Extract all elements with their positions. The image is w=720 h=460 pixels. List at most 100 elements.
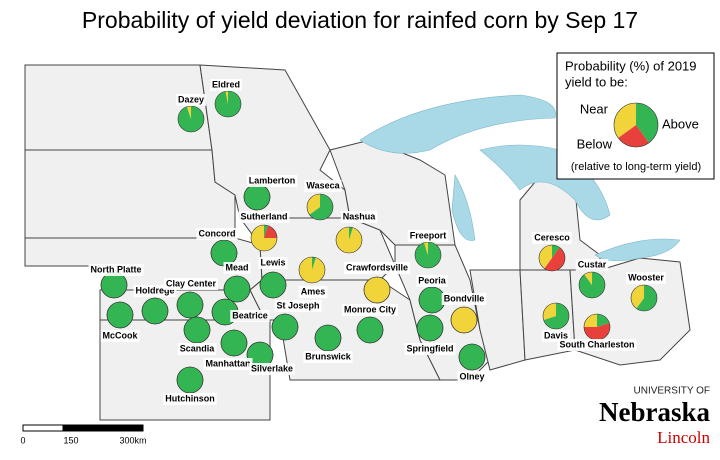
pie-slice (335, 227, 362, 254)
site-label-bg (303, 351, 353, 363)
pie-slice (544, 247, 565, 271)
pie-slice (631, 285, 644, 309)
pie-outline (538, 244, 566, 272)
site-label-bg (223, 262, 251, 274)
site-label: St Joseph (276, 300, 319, 310)
site-label-bg (441, 293, 487, 305)
site-label: Lamberton (249, 175, 296, 185)
site-label-bg (407, 230, 449, 242)
pie-outline (259, 271, 287, 299)
site-label-bg (404, 343, 456, 355)
lake (359, 94, 556, 154)
pie-outline (356, 316, 384, 344)
site-label-bg (258, 257, 288, 269)
pie-outline (176, 291, 204, 319)
site-label-bg (246, 175, 298, 187)
site-label-bg (416, 275, 448, 287)
site-label: Wooster (628, 272, 664, 282)
site-label-bg (298, 286, 328, 298)
pie-outline (250, 224, 278, 252)
scale-bar: 0 150 300km (20, 424, 147, 445)
site-label-bg (230, 310, 270, 322)
legend-title: Probability (%) of 2019 (565, 58, 697, 73)
legend-title: yield to be: (565, 74, 628, 89)
pie-slice (214, 91, 241, 118)
site-label-bg (100, 330, 140, 342)
pie-outline (141, 297, 169, 325)
site-label-bg (175, 94, 207, 106)
title: Probability of yield deviation for rainf… (82, 7, 638, 33)
site-label-bg (341, 304, 399, 316)
legend: Probability (%) of 2019 yield to be: Nea… (556, 52, 715, 180)
pie-outline (306, 193, 334, 221)
pie-slice (299, 257, 326, 284)
site-label: Beatrice (232, 310, 268, 320)
logo-name: Nebraska (599, 397, 711, 427)
pie-outline (363, 276, 391, 304)
site-label-bg (248, 363, 296, 375)
site-label-bg (177, 343, 217, 355)
pie-outline (106, 301, 134, 329)
pie-slice (423, 242, 428, 255)
pie-slice (552, 245, 560, 258)
lake (594, 238, 681, 262)
state (24, 149, 236, 239)
site-label: Dazey (178, 94, 204, 104)
logo: UNIVERSITY OF Nebraska Lincoln (599, 386, 711, 447)
legend-pie (613, 102, 659, 148)
scale-label: 0 (20, 435, 25, 445)
pie-slice (597, 314, 610, 327)
pie-slice (251, 225, 277, 251)
pie-outline (613, 102, 659, 148)
site-label: Bondville (444, 293, 485, 303)
site-label-bg (532, 232, 572, 244)
site-label: Brunswick (305, 351, 352, 361)
pie-slice (636, 285, 658, 312)
site-label: Mead (225, 262, 248, 272)
pie-outline (450, 306, 478, 334)
site-label: North Platte (90, 264, 141, 274)
site-label: Custar (578, 259, 607, 269)
site-label: Clay Center (166, 278, 217, 288)
site-label-bg (626, 272, 666, 284)
site-label-bg (88, 264, 144, 276)
pie-slice (264, 225, 269, 238)
site-label: Lewis (260, 257, 285, 267)
pie-slice (584, 322, 610, 341)
site-label: Concord (199, 228, 236, 238)
site-label: South Charleston (559, 339, 634, 349)
site-label-bg (457, 371, 487, 383)
pie-slice (539, 245, 552, 269)
state (24, 64, 213, 151)
legend-label: Above (662, 116, 699, 131)
pie-slice (312, 257, 317, 270)
pie-slice (264, 225, 277, 238)
site-label-bg (575, 259, 609, 271)
site-label: Manhattan (206, 358, 251, 368)
site-label: Ames (301, 286, 326, 296)
site-label-bg (238, 211, 290, 223)
site-label-bg (557, 339, 637, 351)
site-label-bg (209, 79, 243, 91)
scale-label: 300km (119, 435, 146, 445)
lake (451, 174, 476, 241)
site-label: Freeport (410, 230, 447, 240)
pie-outline (630, 284, 658, 312)
pie-outline (298, 256, 326, 284)
site-label: Monroe City (344, 304, 396, 314)
scale-segment (22, 424, 64, 432)
pie-slice (584, 272, 592, 285)
site-label-bg (196, 228, 238, 240)
legend-note: (relative to long-term yield) (571, 161, 701, 173)
site-label-bg (304, 180, 342, 192)
scale-label: 150 (63, 435, 78, 445)
pie-slice (349, 227, 354, 240)
legend-label: Near (580, 101, 609, 116)
logo-top: UNIVERSITY OF (634, 386, 711, 397)
site-label: Olney (459, 371, 484, 381)
pie-slice (307, 194, 320, 215)
site-label: Crawfordsville (346, 262, 408, 272)
pie-outline (335, 226, 363, 254)
site-label: Silverlake (251, 363, 293, 373)
site-label-bg (340, 211, 378, 223)
